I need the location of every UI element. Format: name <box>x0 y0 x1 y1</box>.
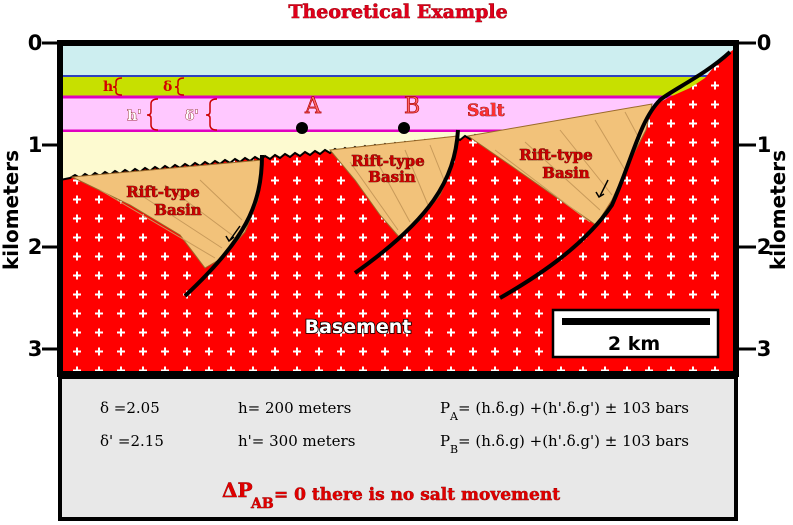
svg-text:ΔP: ΔP <box>222 478 253 502</box>
left-axis-label: kilometers <box>0 150 23 270</box>
basin-2-label-line1: Rift-type <box>351 152 424 170</box>
svg-text:P: P <box>440 432 450 450</box>
scale-bar-box <box>551 308 720 359</box>
point-b-marker <box>398 122 410 134</box>
overburden-layer <box>60 76 736 96</box>
fault-3 <box>499 50 732 300</box>
svg-text:B: B <box>450 443 458 456</box>
delta-prime-value: δ' =2.15 <box>100 432 164 450</box>
fault-2 <box>353 129 460 275</box>
svg-text:AB: AB <box>250 496 274 512</box>
basin-2-label-line2: Basin <box>368 168 416 186</box>
right-tick-1: 1 <box>757 133 772 157</box>
fault-1 <box>183 154 264 298</box>
scale-bar-label: 2 km <box>608 333 660 355</box>
h-label: h <box>103 79 113 95</box>
left-tick-1: 1 <box>28 133 43 157</box>
delta-value: δ =2.05 <box>100 399 160 417</box>
h-prime-label: h' <box>127 108 141 124</box>
svg-text:= (h.δ.g) +(h'.δ.g') ± 103 bar: = (h.δ.g) +(h'.δ.g') ± 103 bars <box>458 399 689 417</box>
basement-label: Basement <box>305 316 412 338</box>
left-tick-2: 2 <box>28 235 43 259</box>
right-tick-2: 2 <box>757 235 772 259</box>
left-tick-0: 0 <box>28 31 43 55</box>
surface-layer <box>60 43 736 77</box>
right-tick-3: 3 <box>757 337 772 361</box>
basin-1-label-line1: Rift-type <box>126 183 199 201</box>
salt-label: Salt <box>467 101 505 121</box>
point-a-label: A <box>304 94 322 119</box>
basin-3-label-line1: Rift-type <box>519 146 592 164</box>
diagram-title: Theoretical Example <box>288 1 507 23</box>
right-depth-axis: 0 1 2 3 kilometers <box>736 31 790 361</box>
pressure-b-formula: P B = (h.δ.g) +(h'.δ.g') ± 103 bars <box>440 432 689 456</box>
delta-label: δ <box>163 79 172 95</box>
h-prime-value: h'= 300 meters <box>238 432 355 450</box>
point-a-marker <box>296 122 308 134</box>
right-tick-0: 0 <box>757 31 772 55</box>
svg-text:= 0 there is no salt movement: = 0 there is no salt movement <box>274 485 560 505</box>
cross-section <box>60 43 736 374</box>
basin-1-label-line2: Basin <box>154 201 202 219</box>
left-tick-3: 3 <box>28 337 43 361</box>
svg-text:= (h.δ.g) +(h'.δ.g') ± 103 bar: = (h.δ.g) +(h'.δ.g') ± 103 bars <box>458 432 689 450</box>
svg-text:P: P <box>440 399 450 417</box>
delta-prime-label: δ' <box>185 108 199 124</box>
conclusion-statement: ΔP AB = 0 there is no salt movement <box>222 478 561 513</box>
svg-text:A: A <box>449 410 459 423</box>
pressure-a-formula: P A = (h.δ.g) +(h'.δ.g') ± 103 bars <box>440 399 689 423</box>
h-value: h= 200 meters <box>238 399 351 417</box>
basin-3-label-line2: Basin <box>542 164 590 182</box>
scale-bar <box>562 318 710 325</box>
section-frame <box>57 40 739 377</box>
info-panel <box>58 375 738 521</box>
left-depth-axis: 0 1 2 3 kilometers <box>0 31 60 361</box>
point-b-label: B <box>404 94 420 119</box>
right-axis-label: kilometers <box>766 150 790 270</box>
